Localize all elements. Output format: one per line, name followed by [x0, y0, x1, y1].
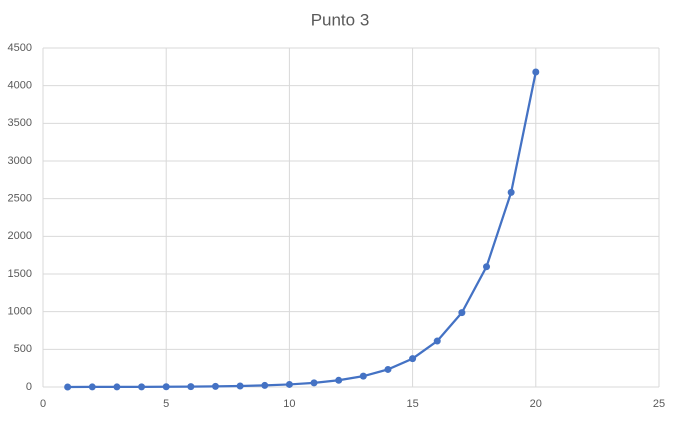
- data-point: [335, 376, 343, 384]
- data-point: [359, 372, 367, 380]
- data-point: [187, 383, 195, 391]
- x-tick-label: 5: [163, 398, 169, 410]
- chart-title: Punto 3: [311, 10, 370, 29]
- data-point: [483, 263, 491, 271]
- data-point: [433, 337, 441, 345]
- data-point: [310, 379, 318, 387]
- data-point: [261, 381, 269, 389]
- y-tick-label: 2000: [8, 230, 32, 242]
- data-point: [211, 382, 219, 390]
- data-point: [532, 68, 540, 76]
- x-tick-label: 20: [530, 398, 542, 410]
- data-point: [384, 365, 392, 373]
- data-point: [458, 309, 466, 317]
- y-tick-label: 4500: [8, 42, 32, 54]
- data-point: [64, 383, 72, 391]
- y-tick-label: 3500: [8, 117, 32, 129]
- x-tick-label: 25: [653, 398, 665, 410]
- y-tick-label: 1000: [8, 306, 32, 318]
- data-point: [285, 380, 293, 388]
- y-tick-label: 1500: [8, 268, 32, 280]
- y-tick-label: 4000: [8, 80, 32, 92]
- y-tick-label: 0: [26, 381, 32, 393]
- data-point: [88, 383, 96, 391]
- data-point: [236, 382, 244, 390]
- data-point: [409, 355, 417, 363]
- data-point: [162, 383, 170, 391]
- y-tick-label: 2500: [8, 193, 32, 205]
- data-point: [507, 188, 515, 196]
- data-point: [113, 383, 121, 391]
- series-line: [67, 71, 537, 389]
- y-tick-label: 500: [14, 343, 32, 355]
- y-tick-label: 3000: [8, 155, 32, 167]
- x-tick-label: 15: [406, 398, 418, 410]
- x-tick-label: 10: [283, 398, 295, 410]
- x-tick-label: 0: [40, 398, 46, 410]
- data-point: [138, 383, 146, 391]
